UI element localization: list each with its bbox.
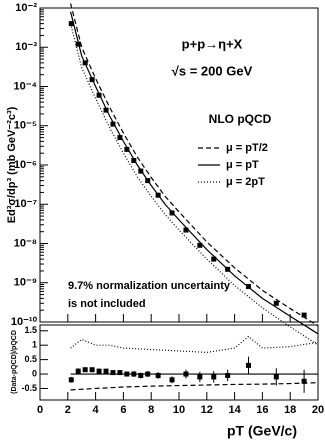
- data-point: [96, 368, 102, 374]
- y-tick-label: 1: [32, 340, 37, 350]
- x-tick-label: 0: [37, 404, 43, 416]
- y-tick-label: 10⁻²: [15, 2, 37, 14]
- y-tick-label: 10⁻⁴: [14, 80, 37, 92]
- data-point: [273, 374, 279, 380]
- data-point: [183, 371, 189, 377]
- y-tick-label: -0.5: [21, 383, 37, 393]
- data-point: [131, 371, 137, 377]
- annotation: is not included: [68, 298, 146, 310]
- data-point: [82, 367, 88, 373]
- x-tick-label: 14: [228, 404, 241, 416]
- data-point: [96, 92, 102, 98]
- data-point: [301, 312, 307, 318]
- data-point: [155, 372, 161, 378]
- data-point: [82, 60, 88, 66]
- data-point: [211, 256, 217, 262]
- data-point: [197, 374, 203, 380]
- data-point: [75, 368, 81, 374]
- data-point: [138, 168, 144, 174]
- annotation: p+p→η+X: [182, 36, 243, 51]
- data-point: [183, 227, 189, 233]
- data-point: [89, 367, 95, 373]
- x-tick-label: 6: [120, 404, 126, 416]
- data-point: [246, 362, 251, 368]
- x-tick-label: 12: [201, 404, 213, 416]
- x-tick-label: 18: [284, 404, 296, 416]
- y-tick-label: 10⁻⁷: [14, 198, 37, 210]
- data-point: [145, 371, 151, 377]
- theory-curve: [69, 3, 319, 327]
- annotation: 9.7% normalization uncertainty: [68, 280, 231, 292]
- data-point: [301, 378, 307, 384]
- data-point: [145, 178, 151, 184]
- y-tick-label: 10⁻⁵: [14, 120, 37, 132]
- x-tick-label: 4: [93, 404, 100, 416]
- data-point: [75, 41, 81, 47]
- theory-curve: [70, 382, 319, 391]
- data-point: [110, 370, 116, 376]
- x-tick-label: 10: [173, 404, 185, 416]
- data-point: [117, 135, 123, 141]
- legend-label: μ = pT/2: [226, 142, 268, 154]
- y-tick-label: 1.5: [24, 325, 37, 335]
- x-tick-label: 16: [256, 404, 268, 416]
- data-point: [110, 121, 116, 127]
- data-point: [89, 77, 95, 83]
- y-tick-label: 10⁻⁹: [14, 277, 37, 289]
- data-point: [124, 146, 130, 152]
- data-point: [169, 210, 175, 216]
- x-tick-label: 8: [148, 404, 154, 416]
- data-point: [155, 192, 161, 198]
- legend-label: μ = pT: [226, 159, 259, 171]
- theory-curve: [69, 23, 319, 346]
- legend-label: μ = 2pT: [226, 176, 265, 188]
- data-point: [103, 368, 109, 374]
- y-tick-label: 10⁻⁸: [14, 237, 37, 249]
- data-point: [273, 300, 279, 306]
- data-point: [225, 266, 231, 272]
- y-axis-title: (Data-pQCD)/pQCD: [11, 330, 18, 394]
- data-point: [68, 377, 74, 383]
- data-point: [131, 158, 137, 164]
- y-tick-label: 0.5: [24, 354, 37, 364]
- x-tick-label: 20: [312, 404, 324, 416]
- data-point: [246, 284, 251, 290]
- data-point: [117, 370, 123, 376]
- data-point: [138, 372, 144, 378]
- data-point: [197, 242, 203, 248]
- data-point: [68, 21, 74, 27]
- y-tick-label: 0: [32, 368, 37, 378]
- data-point: [169, 377, 175, 383]
- y-tick-label: 10⁻³: [15, 41, 37, 53]
- data-point: [103, 107, 109, 113]
- y-axis-title: Ed³σ/dp³ (mb GeV⁻²c³): [6, 106, 18, 223]
- x-axis-title: pT (GeV/c): [227, 423, 297, 439]
- data-point: [211, 374, 217, 380]
- theory-curve: [70, 335, 319, 354]
- data-point: [124, 371, 130, 377]
- data-point: [225, 372, 231, 378]
- annotation: NLO pQCD: [209, 112, 272, 126]
- y-tick-label: 10⁻¹⁰: [11, 316, 38, 328]
- y-tick-label: 10⁻⁶: [14, 159, 37, 171]
- annotation: √s = 200 GeV: [172, 63, 253, 78]
- x-tick-label: 2: [65, 404, 71, 416]
